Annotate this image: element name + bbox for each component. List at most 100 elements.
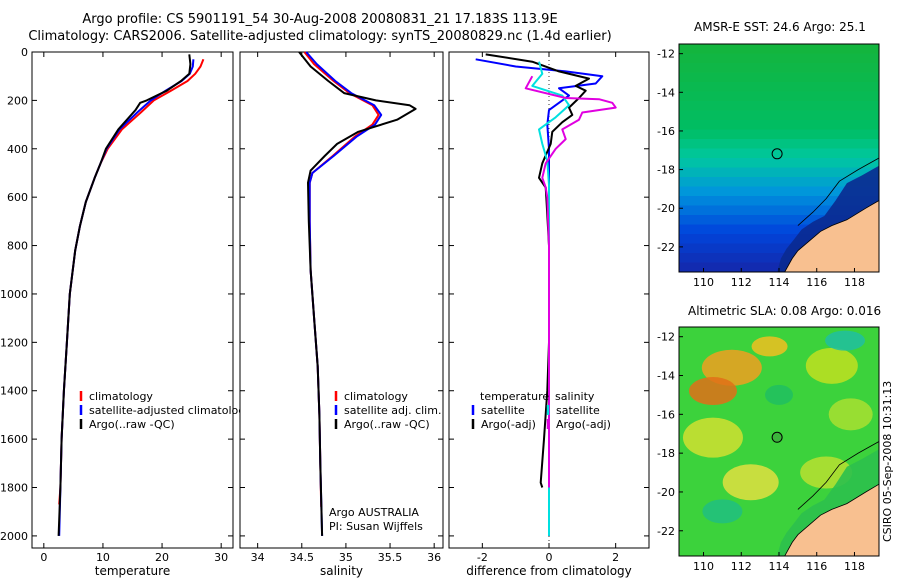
x-tick-label: 34 — [251, 551, 265, 564]
map-x-tick-label: 110 — [693, 560, 714, 573]
sst-band — [679, 167, 879, 178]
legend-label: satellite — [481, 404, 525, 417]
y-tick-label: 2000 — [0, 530, 28, 543]
x-tick-label: 20 — [155, 551, 169, 564]
y-tick-label: 400 — [7, 143, 28, 156]
sla-anomaly-patch — [751, 336, 788, 357]
x-tick-label: 10 — [96, 551, 110, 564]
sla-anomaly-patch — [722, 464, 779, 501]
y-tick-label: 0 — [21, 46, 28, 59]
legend-label: satellite — [556, 404, 600, 417]
sla-anomaly-patch — [682, 417, 743, 458]
map-x-tick-label: 118 — [844, 276, 865, 289]
map-x-tick-label: 114 — [769, 560, 790, 573]
sst-band — [679, 120, 879, 131]
sst-band — [679, 129, 879, 140]
annotation-text: PI: Susan Wijffels — [329, 520, 423, 533]
series-line — [298, 51, 417, 536]
map-y-tick-label: -16 — [657, 125, 675, 138]
sst-band — [679, 91, 879, 102]
sla-anomaly-patch — [825, 330, 866, 351]
sst-band — [679, 139, 879, 150]
chart-title-line-2: Climatology: CARS2006. Satellite-adjuste… — [28, 29, 612, 44]
map-y-tick-label: -20 — [657, 486, 675, 499]
sst-map: 110 112 114 116 118 -12 -14 -16 -18 -20 -22 — [657, 43, 880, 289]
x-tick-label: 2 — [612, 551, 619, 564]
sst-band — [679, 63, 879, 74]
map-y-tick-label: -22 — [657, 525, 675, 538]
legend-label: salinity — [555, 390, 595, 403]
y-tick-label: 600 — [7, 191, 28, 204]
sst-band — [679, 196, 879, 207]
map-y-tick-label: -18 — [657, 447, 675, 460]
legend-label: climatology — [89, 390, 153, 403]
sst-band — [679, 234, 879, 245]
sst-band — [679, 148, 879, 159]
land-mass — [784, 200, 879, 272]
profile-panel-2: 34 34.5 35 35.5 36 salinity climatologysatelli… — [239, 51, 444, 578]
x-tick-label: 30 — [214, 551, 228, 564]
map-y-tick-label: -14 — [657, 86, 675, 99]
sst-band — [679, 72, 879, 83]
series-line — [524, 75, 617, 488]
sst-band — [679, 177, 879, 188]
x-tick-label: 35.5 — [378, 551, 403, 564]
sst-band — [679, 82, 879, 93]
series-line — [57, 54, 192, 536]
sla-map: 110 112 114 116 118 -12 -14 -16 -18 -20 -22 — [657, 326, 880, 573]
x-tick-label: 34.5 — [290, 551, 315, 564]
legend-label: satellite-adjusted climatology — [89, 404, 252, 417]
map-x-tick-label: 116 — [806, 560, 827, 573]
sst-band — [679, 215, 879, 226]
x-tick-label: 0 — [40, 551, 47, 564]
legend-label: Argo(..raw -QC) — [344, 418, 430, 431]
sst-band — [679, 243, 879, 254]
map-x-tick-label: 114 — [769, 276, 790, 289]
y-tick-label: 1400 — [0, 385, 28, 398]
y-tick-label: 1000 — [0, 288, 28, 301]
sst-band — [679, 253, 879, 264]
sst-band — [679, 224, 879, 235]
y-tick-label: 800 — [7, 240, 28, 253]
x-tick-label: 36 — [427, 551, 441, 564]
map-field — [679, 44, 879, 272]
argo-position-marker — [771, 148, 783, 160]
sla-map-title: Altimetric SLA: 0.08 Argo: 0.016 — [688, 304, 882, 318]
depth-contour — [797, 157, 879, 226]
legend-label: satellite adj. clim. — [344, 404, 441, 417]
plot-frame — [31, 51, 234, 549]
y-tick-label: 200 — [7, 94, 28, 107]
map-x-tick-label: 110 — [693, 276, 714, 289]
map-y-tick-label: -12 — [657, 331, 675, 344]
x-axis-label: difference from climatology — [466, 564, 632, 578]
plot-frame — [239, 51, 444, 549]
profile-panel-1: 0 10 20 30 0 200 400 600 800 1000 1200 1400 1600 1800… — [0, 46, 252, 578]
sst-map-title: AMSR-E SST: 24.6 Argo: 25.1 — [694, 20, 866, 34]
x-axis-label: salinity — [320, 564, 363, 578]
legend-label: temperature — [480, 390, 549, 403]
x-tick-label: -2 — [477, 551, 488, 564]
x-axis-label: temperature — [95, 564, 170, 578]
map-x-tick-label: 118 — [844, 560, 865, 573]
legend-label: Argo(-adj) — [556, 418, 611, 431]
legend-label: climatology — [344, 390, 408, 403]
sst-band — [679, 53, 879, 64]
y-tick-label: 1800 — [0, 482, 28, 495]
map-y-tick-label: -12 — [657, 48, 675, 61]
map-y-tick-label: -22 — [657, 241, 675, 254]
chart-title-line-1: Argo profile: CS 5901191_54 30-Aug-2008 … — [82, 12, 558, 27]
land-mass — [784, 483, 879, 556]
depth-contour — [797, 441, 879, 510]
legend-label: Argo(..raw -QC) — [89, 418, 175, 431]
sst-band — [679, 44, 879, 55]
sla-anomaly-patch — [688, 377, 737, 406]
map-y-tick-label: -14 — [657, 370, 675, 383]
sst-band — [679, 110, 879, 121]
map-y-tick-label: -20 — [657, 202, 675, 215]
y-tick-label: 1200 — [0, 336, 28, 349]
map-y-tick-label: -18 — [657, 164, 675, 177]
map-x-tick-label: 112 — [731, 276, 752, 289]
map-y-tick-label: -16 — [657, 408, 675, 421]
map-x-tick-label: 116 — [806, 276, 827, 289]
